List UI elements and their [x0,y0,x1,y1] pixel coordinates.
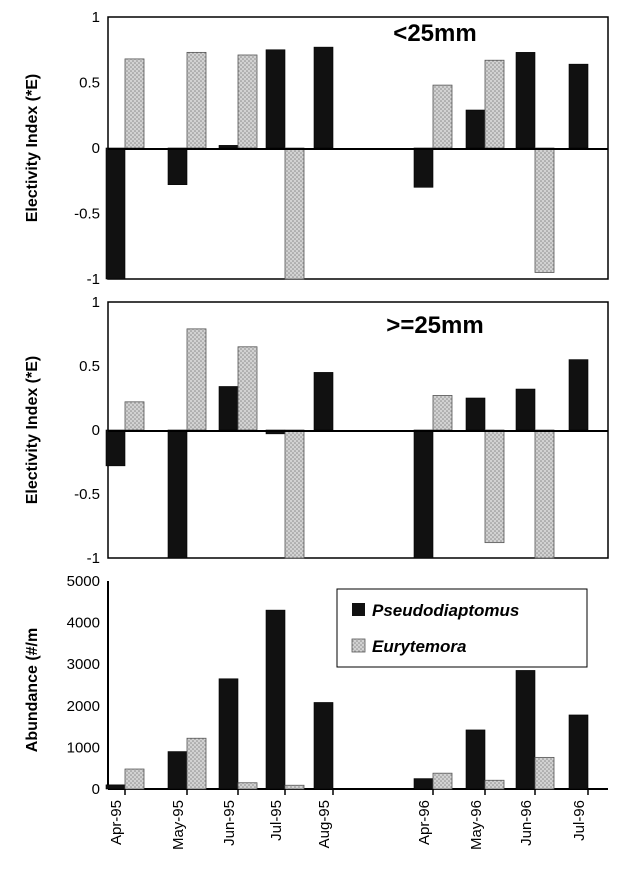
bar-eurytemora-2 [237,54,258,149]
bar-pseudodiaptomus-3 [265,609,286,790]
bar-eurytemora-2 [237,346,258,431]
y-tick-label: 1 [92,9,100,26]
y-axis-title: Abundance (#/m [24,628,41,752]
bar-pseudodiaptomus-0 [105,429,126,467]
x-tick-label: Jul-95 [268,800,285,841]
bar-pseudodiaptomus-0 [105,784,126,790]
bar-pseudodiaptomus-10 [568,63,589,149]
bar-eurytemora-0 [124,401,145,431]
y-tick-label: 1 [92,294,100,311]
x-tick-label: Jun-96 [518,800,535,846]
bar-pseudodiaptomus-1 [167,429,188,559]
bar-pseudodiaptomus-8 [465,109,486,149]
bar-pseudodiaptomus-9 [515,52,536,149]
bar-pseudodiaptomus-7 [413,429,434,559]
y-tick-label: -1 [87,271,100,288]
bar-eurytemora-0 [124,58,145,149]
y-tick-label: 0.5 [79,75,100,92]
x-tick-labels: Apr-95 May-95 Jun-95 Jul-95 Aug-95 Apr-96 May-… [108,789,589,850]
bar-pseudodiaptomus-7 [413,778,434,790]
bar-eurytemora-3 [284,784,305,790]
panel-abundance: Abundance (#/m 5000 4000 3000 2000 1000 0 Apr… [24,573,608,850]
y-axis-title: Electivity Index (*E) [24,356,41,505]
bar-pseudodiaptomus-8 [465,397,486,431]
y-tick-label: 3000 [67,656,100,673]
bar-pseudodiaptomus-9 [515,388,536,431]
bar-eurytemora-1 [186,51,207,149]
bar-pseudodiaptomus-0 [105,147,126,280]
x-tick-label: May-95 [170,800,187,850]
legend-label-pseudodiaptomus: Pseudodiaptomus [372,601,519,620]
y-tick-labels: 1 0.5 0 -0.5 -1 [74,9,100,288]
x-tick-label: Jun-95 [221,800,238,846]
panel-under-25mm: <25mm Electivity Index (*E) 1 0.5 0 -0.5 -1 [24,9,609,288]
y-tick-label: 1000 [67,739,100,756]
bar-eurytemora-2 [237,782,258,790]
y-tick-label: 0 [92,140,100,157]
bar-eurytemora-8 [484,429,505,544]
bar-group [105,609,589,790]
x-tick-label: Apr-95 [108,800,125,845]
bar-eurytemora-3 [284,429,305,559]
panel-over-25mm: >=25mm Electivity Index (*E) 1 0.5 0 -0.5 -1 [24,294,609,567]
bar-pseudodiaptomus-1 [167,147,188,185]
bar-eurytemora-8 [484,779,505,790]
bar-group [105,328,589,559]
bar-pseudodiaptomus-4 [313,372,334,431]
panel-title: >=25mm [386,312,483,339]
legend-box [336,588,588,668]
x-tick-label: Apr-96 [416,800,433,845]
y-tick-label: -0.5 [74,486,100,503]
bar-pseudodiaptomus-7 [413,147,434,188]
bar-eurytemora-3 [284,147,305,280]
bar-pseudodiaptomus-4 [313,46,334,149]
bar-pseudodiaptomus-2 [218,145,239,149]
y-axis-title: Electivity Index (*E) [24,74,41,223]
x-tick-label: Jul-96 [571,800,588,841]
panel-title: <25mm [393,20,476,47]
y-tick-label: -0.5 [74,206,100,223]
y-tick-labels: 5000 4000 3000 2000 1000 0 [67,573,100,798]
bar-group [105,46,589,280]
y-tick-label: 4000 [67,615,100,632]
bar-pseudodiaptomus-9 [515,670,536,790]
bar-eurytemora-0 [124,768,145,790]
bar-eurytemora-7 [432,395,453,431]
legend-swatch-eurytemora [351,638,366,653]
bar-eurytemora-9 [534,756,555,790]
bar-eurytemora-1 [186,737,207,790]
bar-eurytemora-7 [432,772,453,790]
x-tick-label: May-96 [468,800,485,850]
bar-pseudodiaptomus-1 [167,751,188,790]
bar-pseudodiaptomus-4 [313,702,334,790]
bar-pseudodiaptomus-3 [265,49,286,149]
bar-eurytemora-9 [534,147,555,273]
bar-eurytemora-7 [432,84,453,149]
bar-pseudodiaptomus-8 [465,729,486,790]
legend-label-eurytemora: Eurytemora [372,637,466,656]
x-tick-label: Aug-95 [316,800,333,848]
bar-eurytemora-9 [534,429,555,559]
bar-pseudodiaptomus-10 [568,359,589,431]
bar-pseudodiaptomus-2 [218,386,239,431]
y-tick-label: 5000 [67,573,100,590]
bar-pseudodiaptomus-10 [568,714,589,790]
bar-eurytemora-1 [186,328,207,431]
bar-pseudodiaptomus-2 [218,678,239,790]
legend-swatch-pseudodiaptomus [352,603,365,616]
bar-eurytemora-8 [484,59,505,149]
legend: Pseudodiaptomus Eurytemora [336,588,588,668]
y-tick-label: 0 [92,781,100,798]
y-tick-label: -1 [87,550,100,567]
y-tick-label: 2000 [67,698,100,715]
y-tick-labels: 1 0.5 0 -0.5 -1 [74,294,100,567]
y-tick-label: 0.5 [79,358,100,375]
y-tick-label: 0 [92,422,100,439]
